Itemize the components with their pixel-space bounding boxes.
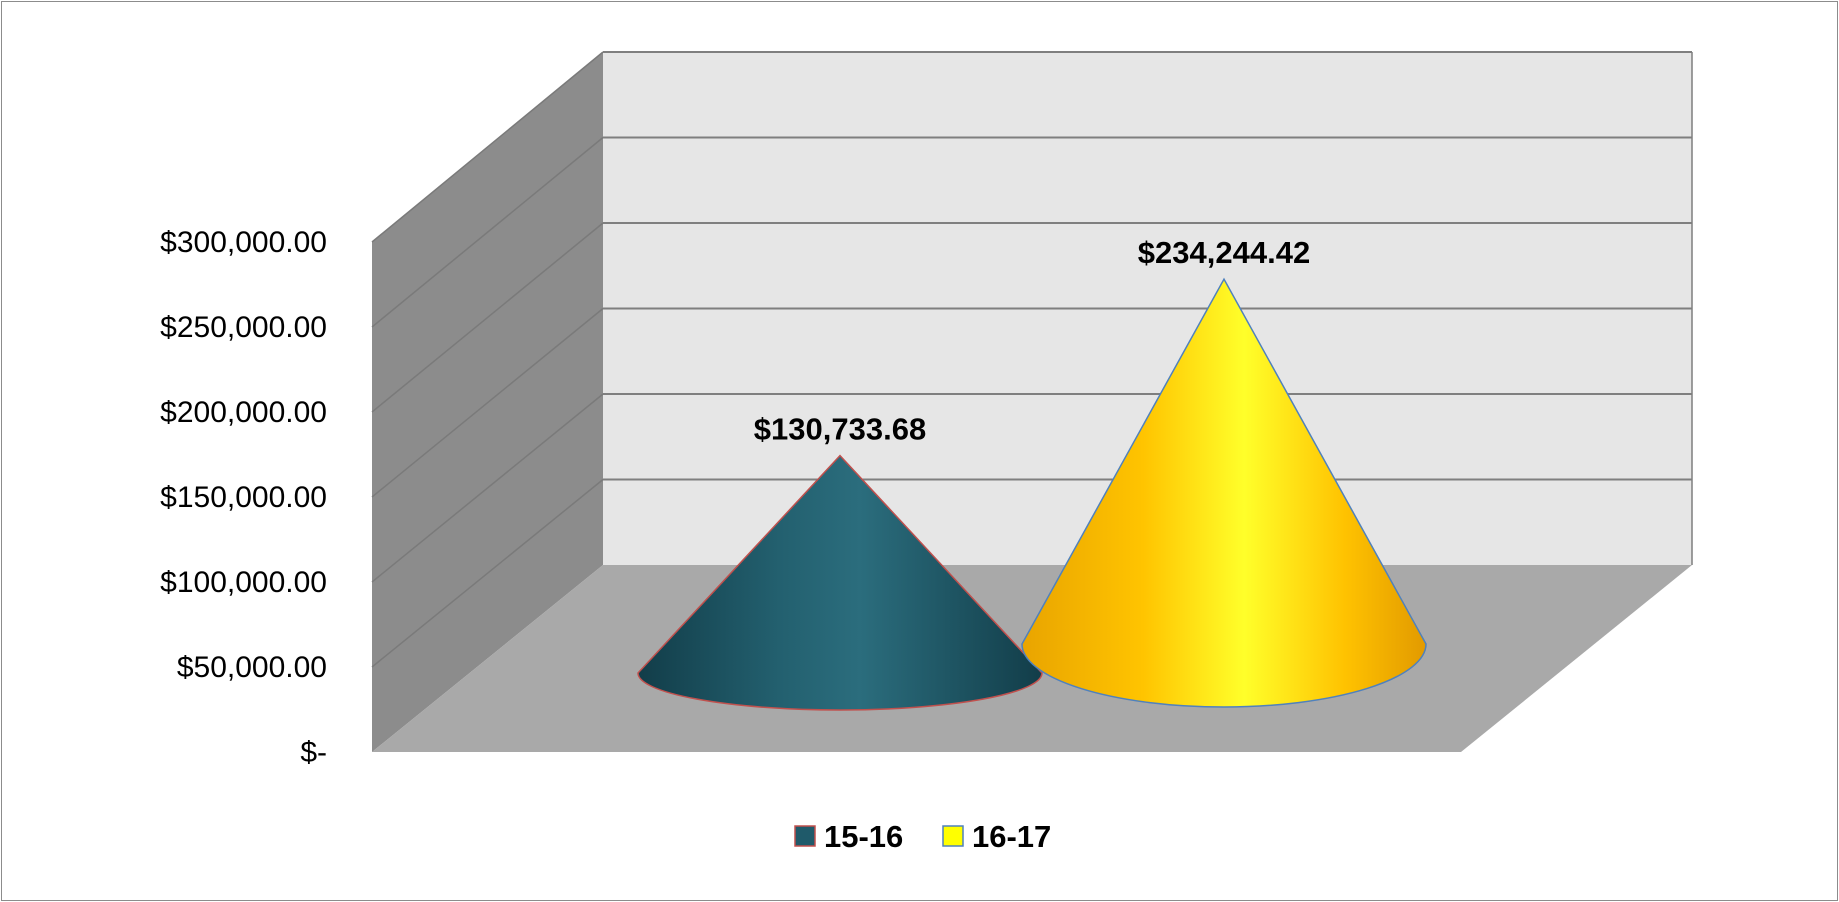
side-gridline — [371, 136, 604, 328]
y-tick-label: $- — [300, 736, 327, 769]
cone-16-17 — [1021, 277, 1427, 708]
data-label-15-16: $130,733.68 — [754, 412, 926, 447]
legend-label-15-16: 15-16 — [824, 819, 903, 854]
y-tick-label: $100,000.00 — [160, 566, 327, 599]
y-tick-label: $200,000.00 — [160, 396, 327, 429]
y-tick-label: $50,000.00 — [177, 651, 327, 684]
y-tick-label: $150,000.00 — [160, 481, 327, 514]
cone-15-16 — [637, 454, 1043, 711]
side-gridline — [371, 222, 604, 413]
side-gridline — [371, 478, 604, 668]
side-gridline — [371, 51, 604, 243]
y-tick-label: $300,000.00 — [160, 226, 327, 259]
side-gridline — [371, 307, 604, 498]
legend-swatch-16-17 — [942, 825, 964, 847]
side-gridline — [371, 393, 604, 583]
y-tick-label: $250,000.00 — [160, 311, 327, 344]
legend-swatch-15-16 — [794, 825, 816, 847]
legend-label-16-17: 16-17 — [972, 819, 1051, 854]
data-label-16-17: $234,244.42 — [1138, 235, 1310, 270]
